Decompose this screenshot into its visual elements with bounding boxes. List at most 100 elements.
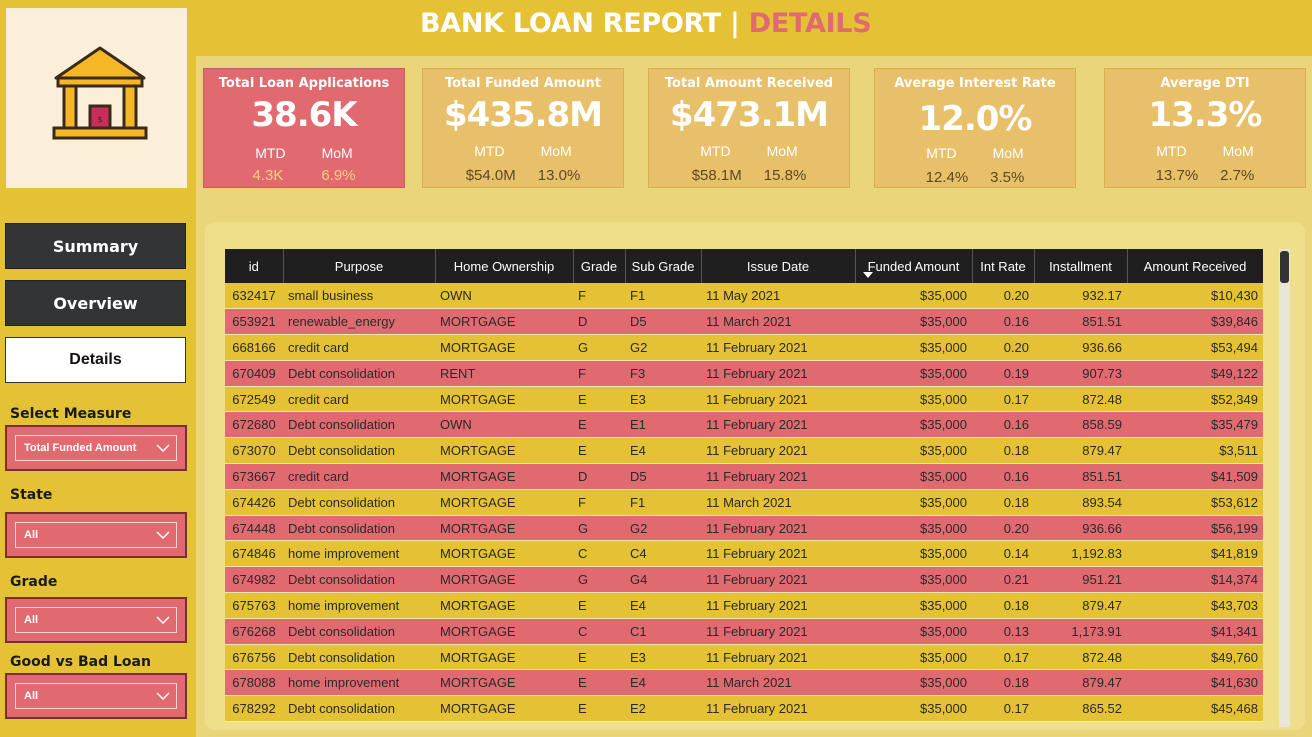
column-header[interactable]: Purpose [283, 249, 436, 283]
table-cell: MORTGAGE [435, 515, 573, 542]
table-cell: MORTGAGE [435, 644, 573, 671]
table-cell: E3 [625, 644, 701, 671]
kpi-mom-value: 2.7% [1220, 167, 1255, 184]
table-cell: E4 [625, 592, 701, 619]
table-cell: $41,341 [1127, 618, 1263, 645]
table-row[interactable]: 678088 home improvement MORTGAGE E E4 11 Marc… [225, 669, 1263, 697]
measure-dropdown[interactable]: Total Funded Amount [5, 425, 187, 471]
kpi-value: 12.0% [918, 99, 1033, 139]
table-row[interactable]: 673667 credit card MORTGAGE D D5 11 February … [225, 463, 1263, 490]
table-cell: $41,630 [1127, 669, 1263, 697]
table-cell: 0.16 [972, 308, 1034, 336]
table-row[interactable]: 674448 Debt consolidation MORTGAGE G G2 11 Fe… [225, 515, 1263, 542]
table-row[interactable]: 676756 Debt consolidation MORTGAGE E E3 11 Fe… [225, 644, 1263, 671]
table-cell: MORTGAGE [435, 437, 573, 465]
table-row[interactable]: 632417 small business OWN F F1 11 May 2021 $35… [225, 283, 1263, 310]
table-cell: 11 March 2021 [701, 669, 855, 697]
table-cell: 0.16 [972, 463, 1034, 490]
table-cell: $35,000 [855, 283, 972, 310]
measure-label: Select Measure [10, 406, 132, 422]
table-cell: C1 [625, 618, 701, 645]
column-header[interactable]: Amount Received [1127, 249, 1263, 283]
svg-text:$: $ [97, 115, 102, 124]
table-cell: 668166 [225, 334, 283, 361]
table-cell: 872.48 [1034, 644, 1127, 671]
table-row[interactable]: 674846 home improvement MORTGAGE C C4 11 Febr… [225, 540, 1263, 568]
grade-dropdown[interactable]: All [5, 597, 187, 643]
table-row[interactable]: 673070 Debt consolidation MORTGAGE E E4 11 Fe… [225, 437, 1263, 465]
table-cell: 0.16 [972, 411, 1034, 439]
table-row[interactable]: 675763 home improvement MORTGAGE E E4 11 Febr… [225, 592, 1263, 619]
table-scrollbar[interactable] [1279, 249, 1290, 727]
table-cell: $35,000 [855, 540, 972, 568]
table-cell: home improvement [283, 592, 435, 619]
table-cell: Debt consolidation [283, 515, 435, 542]
table-cell: C [573, 540, 625, 568]
table-cell: C [573, 618, 625, 645]
state-dropdown[interactable]: All [5, 512, 187, 558]
state-value: All [24, 529, 39, 541]
table-cell: E [573, 592, 625, 619]
table-cell: G [573, 334, 625, 361]
kpi-mom-label: MoM [1222, 143, 1254, 159]
table-cell: 0.18 [972, 437, 1034, 465]
table-cell: G [573, 566, 625, 594]
good-bad-loan-dropdown[interactable]: All [5, 673, 187, 719]
summary-button[interactable]: Summary [5, 223, 186, 269]
table-cell: 932.17 [1034, 283, 1127, 310]
kpi-mtd-value: 4.3K [252, 167, 284, 184]
table-cell: 678292 [225, 695, 283, 723]
table-cell: $39,846 [1127, 308, 1263, 336]
table-cell: $49,760 [1127, 644, 1263, 671]
table-cell: 1,192.83 [1034, 540, 1127, 568]
column-header[interactable]: id [225, 249, 284, 283]
table-cell: C4 [625, 540, 701, 568]
table-cell: 674846 [225, 540, 283, 568]
column-header[interactable]: Issue Date [701, 249, 856, 283]
table-row[interactable]: 672680 Debt consolidation OWN E E1 11 Februar… [225, 411, 1263, 439]
kpi-mtd-label: MTD [255, 145, 286, 161]
table-cell: 678088 [225, 669, 283, 697]
kpi-mom-value: 15.8% [763, 167, 807, 184]
good-bad-loan-label: Good vs Bad Loan [10, 654, 151, 670]
table-row[interactable]: 672549 credit card MORTGAGE E E3 11 February … [225, 386, 1263, 413]
kpi-mtd-label: MTD [700, 143, 731, 159]
table-cell: 673070 [225, 437, 283, 465]
table-cell: OWN [435, 283, 573, 310]
details-table-viewport[interactable]: id Purpose Home Ownership Grade Sub Grade Iss… [225, 249, 1263, 725]
table-cell: MORTGAGE [435, 618, 573, 645]
table-cell: 865.52 [1034, 695, 1127, 723]
column-header[interactable]: Home Ownership [435, 249, 574, 283]
scrollbar-thumb[interactable] [1280, 251, 1289, 283]
table-cell: 675763 [225, 592, 283, 619]
table-cell: MORTGAGE [435, 489, 573, 516]
overview-button[interactable]: Overview [5, 280, 186, 326]
kpi-mom-label: MoM [992, 145, 1024, 161]
table-row[interactable]: 674982 Debt consolidation MORTGAGE G G4 11 Fe… [225, 566, 1263, 594]
table-cell: Debt consolidation [283, 695, 435, 723]
table-cell: 674448 [225, 515, 283, 542]
table-row[interactable]: 674426 Debt consolidation MORTGAGE F F1 11 Ma… [225, 489, 1263, 516]
table-row[interactable]: 676268 Debt consolidation MORTGAGE C C1 11 Fe… [225, 618, 1263, 645]
table-cell: 676756 [225, 644, 283, 671]
kpi-card-average-dti: Average DTI 13.3% MTD MoM 13.7% 2.7% [1104, 68, 1306, 188]
table-row[interactable]: 670409 Debt consolidation RENT F F3 11 Februa… [225, 360, 1263, 387]
table-cell: 879.47 [1034, 437, 1127, 465]
table-cell: MORTGAGE [435, 540, 573, 568]
table-cell: 670409 [225, 360, 283, 387]
grade-value: All [24, 614, 39, 626]
column-header[interactable]: Int Rate [972, 249, 1035, 283]
chevron-down-icon [156, 444, 170, 453]
table-cell: 0.14 [972, 540, 1034, 568]
table-row[interactable]: 668166 credit card MORTGAGE G G2 11 February … [225, 334, 1263, 361]
details-button[interactable]: Details [5, 337, 186, 383]
table-row[interactable]: 678292 Debt consolidation MORTGAGE E E2 11 Fe… [225, 695, 1263, 723]
table-cell: E4 [625, 669, 701, 697]
column-header[interactable]: Sub Grade [625, 249, 702, 283]
table-row[interactable]: 653921 renewable_energy MORTGAGE D D5 11 Marc… [225, 308, 1263, 336]
column-header[interactable]: Installment [1034, 249, 1128, 283]
column-header[interactable]: Grade [573, 249, 626, 283]
column-header[interactable]: Funded Amount [855, 249, 973, 283]
table-cell: 11 February 2021 [701, 463, 855, 490]
kpi-value: 13.3% [1148, 95, 1263, 135]
